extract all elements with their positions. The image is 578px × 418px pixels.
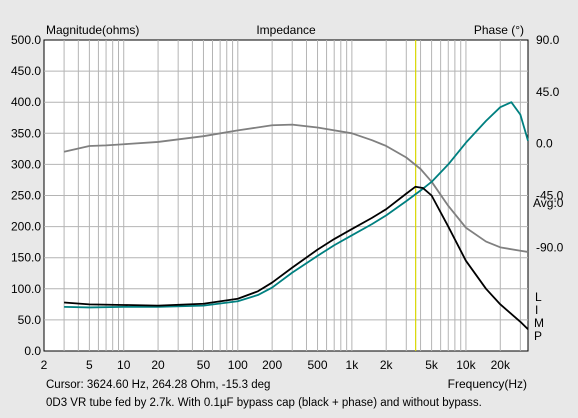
series-group [63, 40, 529, 351]
y-left-tick-label: 100.0 [11, 282, 41, 296]
limp-i: I [535, 303, 538, 317]
y-left-tick-label: 450.0 [11, 64, 41, 78]
y-left-label: Magnitude(ohms) [46, 23, 139, 37]
y-right-tick-label: 90.0 [536, 33, 560, 47]
x-tick-label: 2k [380, 358, 394, 372]
impedance-line-no-bypass [64, 101, 529, 309]
limp-l: L [535, 290, 542, 304]
x-tick-label: 20 [151, 358, 165, 372]
y-left-tick-label: 400.0 [11, 95, 41, 109]
cursor-readout: Cursor: 3624.60 Hz, 264.28 Ohm, -15.3 de… [46, 379, 270, 391]
y-right-tick-label: -90.0 [536, 240, 564, 254]
grid [44, 40, 528, 351]
y-left-tick-label: 350.0 [11, 126, 41, 140]
y-right-tick-label: 0.0 [536, 137, 553, 151]
x-tick-label: 10k [456, 358, 476, 372]
y-left-tick-label: 500.0 [11, 33, 41, 47]
phase-line [63, 123, 529, 253]
y-left-tick-label: 300.0 [11, 157, 41, 171]
limp-m: M [534, 316, 544, 330]
x-tick-label: 2 [41, 358, 48, 372]
x-tick-label: 1k [346, 358, 360, 372]
chart-title: Impedance [256, 23, 316, 37]
y-left-tick-label: 250.0 [11, 189, 41, 203]
y-left-tick-label: 0.0 [24, 344, 41, 358]
caption: 0D3 VR tube fed by 2.7k. With 0.1µF bypa… [46, 397, 482, 409]
tick-labels: 0.050.0100.0150.0200.0250.0300.0350.0400… [11, 33, 564, 372]
x-tick-label: 5k [425, 358, 439, 372]
limp-p: P [534, 329, 542, 343]
x-tick-label: 100 [228, 358, 248, 372]
y-left-tick-label: 150.0 [11, 251, 41, 265]
x-tick-label: 10 [117, 358, 131, 372]
x-tick-label: 5 [86, 358, 93, 372]
y-right-tick-label: -45.0 [536, 189, 564, 203]
y-right-label: Phase (°) [474, 23, 524, 37]
x-tick-label: 20k [491, 358, 511, 372]
x-axis-label: Frequency(Hz) [448, 377, 527, 391]
x-tick-label: 200 [262, 358, 282, 372]
x-tick-label: 50 [197, 358, 211, 372]
avg-label: Avg:0 [533, 196, 564, 210]
y-left-tick-label: 200.0 [11, 220, 41, 234]
impedance-line-bypass [64, 185, 529, 330]
y-right-tick-label: 45.0 [536, 85, 560, 99]
x-tick-label: 500 [308, 358, 328, 372]
y-left-tick-label: 50.0 [18, 313, 42, 327]
